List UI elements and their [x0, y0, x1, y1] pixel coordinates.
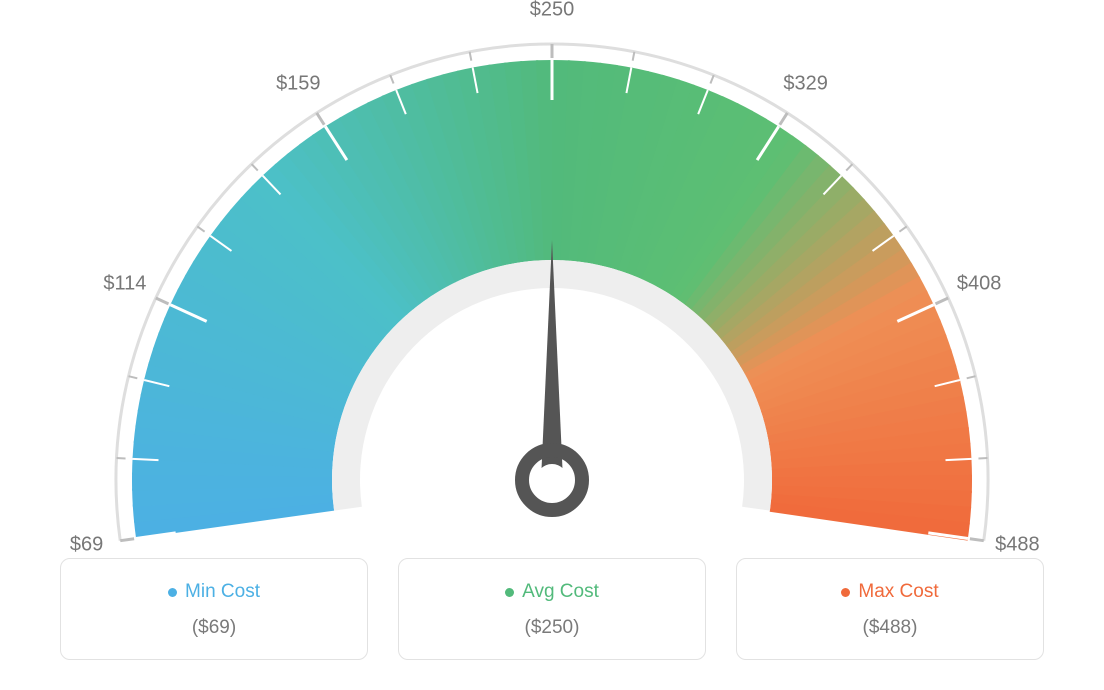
legend-value-avg: ($250) — [409, 617, 695, 639]
gauge-tick-label: $69 — [70, 534, 103, 557]
legend-dot-max — [841, 588, 850, 597]
legend-value-min: ($69) — [71, 617, 357, 639]
legend-value-max: ($488) — [747, 617, 1033, 639]
gauge-tick-label: $114 — [103, 272, 146, 295]
legend-label-avg: Avg Cost — [522, 581, 599, 603]
legend-title-max: Max Cost — [841, 581, 938, 603]
gauge-tick-label: $488 — [995, 534, 1040, 557]
legend-label-min: Min Cost — [185, 581, 260, 603]
legend-title-avg: Avg Cost — [505, 581, 599, 603]
legend-title-min: Min Cost — [168, 581, 260, 603]
legend-row: Min Cost ($69) Avg Cost ($250) Max Cost … — [0, 558, 1104, 660]
legend-card-avg: Avg Cost ($250) — [398, 558, 706, 660]
gauge-svg — [0, 10, 1104, 550]
legend-dot-avg — [505, 588, 514, 597]
gauge-tick-label: $408 — [957, 272, 1002, 295]
legend-card-min: Min Cost ($69) — [60, 558, 368, 660]
legend-label-max: Max Cost — [858, 581, 938, 603]
gauge-chart: $69$114$159$250$329$408$488 — [0, 0, 1104, 540]
legend-dot-min — [168, 588, 177, 597]
gauge-tick-label: $250 — [530, 0, 575, 22]
gauge-tick-label: $159 — [276, 73, 321, 96]
legend-card-max: Max Cost ($488) — [736, 558, 1044, 660]
gauge-tick-label: $329 — [783, 73, 828, 96]
